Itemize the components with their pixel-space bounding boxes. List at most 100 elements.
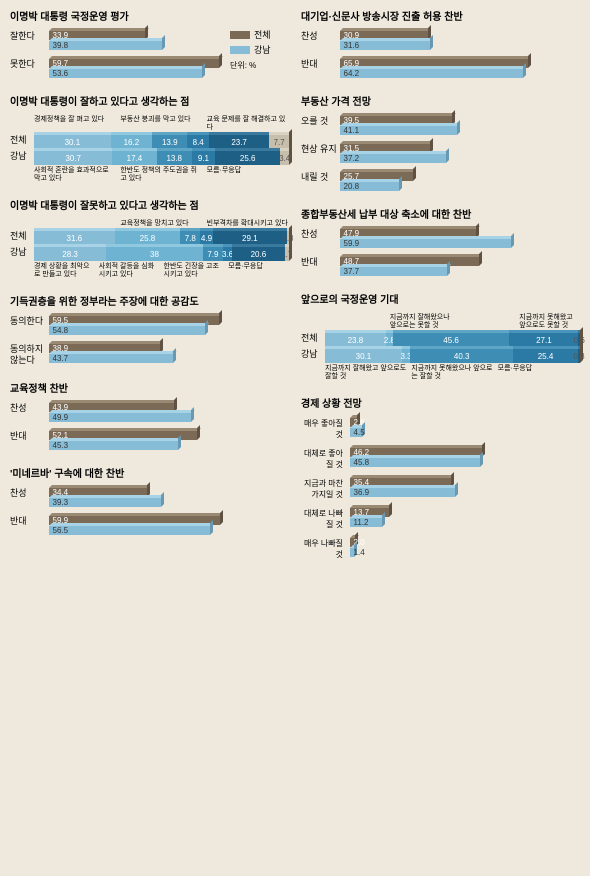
row-label: 강남 [10, 151, 34, 165]
segment: 27.1 [509, 333, 578, 347]
top-callouts: 교육정책을 망치고 있다빈부격차를 확대시키고 있다 [34, 220, 289, 228]
pair-section: 대기업·신문사 방송시장 진출 허용 찬반 찬성 30.9 31.6 반대 65… [301, 8, 580, 79]
stacked-row: 전체 30.1 16.2 13.9 8.4 23.7 7.7 [10, 135, 289, 149]
segment: 2.8 [386, 333, 393, 347]
segment: 7.9 [203, 247, 223, 261]
pair-section: 종합부동산세 납부 대상 축소에 대한 찬반 찬성 47.9 59.9 반대 4… [301, 206, 580, 277]
segment: 13.8 [157, 151, 192, 165]
segment: 40.3 [410, 349, 513, 363]
bar: 1.4 [350, 548, 354, 557]
bar-pair: 매우 좋아질 것 2.6 4.5 [301, 418, 580, 440]
pair-label: 반대 [301, 59, 337, 70]
section-title: 이명박 대통령 국정운영 평가 [10, 8, 289, 23]
pair-label: 반대 [10, 431, 46, 442]
segment: 30.1 [34, 135, 111, 149]
bar: 11.2 [350, 518, 382, 527]
segment: 25.8 [115, 231, 181, 245]
row-label: 전체 [10, 231, 34, 245]
bar: 37.7 [340, 267, 448, 276]
bar: 59.9 [340, 239, 511, 248]
bottom-callouts: 경제 상황을 최악으로 만들고 있다사회적 갈등을 심화시키고 있다한반도 긴장… [34, 263, 289, 278]
bar-pair: 반대 65.9 64.2 [301, 59, 580, 79]
section-title: 앞으로의 국정운영 기대 [301, 291, 580, 306]
segment: 29.1 [213, 231, 287, 245]
pair-label: 대체로 나빠질 것 [301, 508, 347, 530]
left-column: 이명박 대통령 국정운영 평가 잘한다 33.9 39.8 못한다 59.7 5… [10, 8, 289, 574]
stacked-row: 강남 30.1 3.3 40.3 25.4 0.8 [301, 349, 580, 363]
pair-label: 현상 유지 [301, 144, 337, 155]
row-label: 전체 [301, 333, 325, 347]
pair-label: 반대 [10, 516, 46, 527]
stacked-section: 이명박 대통령이 잘못하고 있다고 생각하는 점교육정책을 망치고 있다빈부격차… [10, 197, 289, 279]
bar-pair: 동의하지 않는다 38.9 43.7 [10, 344, 289, 366]
bar: 20.8 [340, 182, 399, 191]
bar: 56.5 [49, 526, 210, 535]
bar: 39.3 [49, 498, 161, 507]
bar-pair: 현상 유지 31.5 37.2 [301, 144, 580, 164]
bar-pair: 오를 것 39.5 41.1 [301, 116, 580, 136]
segment: 28.3 [34, 247, 106, 261]
segment: 30.1 [325, 349, 402, 363]
pair-label: 동의한다 [10, 316, 46, 327]
bar: 39.8 [49, 41, 163, 50]
bar-pair: 매우 나빠질 것 2.0 1.4 [301, 538, 580, 560]
segment: 3.6 [223, 247, 232, 261]
bar: 31.6 [340, 41, 430, 50]
pair-label: 찬성 [10, 488, 46, 499]
segment: 23.7 [209, 135, 269, 149]
row-label: 강남 [301, 349, 325, 363]
bar: 53.6 [49, 69, 202, 78]
bar: 45.8 [350, 458, 481, 467]
segment: 4.9 [200, 231, 212, 245]
section-title: 기득권층을 위한 정부라는 주장에 대한 공감도 [10, 293, 289, 308]
section-title: 종합부동산세 납부 대상 축소에 대한 찬반 [301, 206, 580, 221]
bar-pair: 지금과 마찬가지일 것 35.4 36.9 [301, 478, 580, 500]
stacked-row: 전체 23.8 2.8 45.6 27.1 0.6 [301, 333, 580, 347]
pair-section: 기득권층을 위한 정부라는 주장에 대한 공감도 동의한다 59.5 54.8 … [10, 293, 289, 366]
bar: 43.7 [49, 354, 174, 363]
bar: 64.2 [340, 69, 523, 78]
bar: 37.2 [340, 154, 446, 163]
bar-pair: 반대 48.7 37.7 [301, 257, 580, 277]
bar-pair: 동의한다 59.5 54.8 [10, 316, 289, 336]
section-title: 이명박 대통령이 잘하고 있다고 생각하는 점 [10, 93, 289, 108]
bar-pair: 찬성 47.9 59.9 [301, 229, 580, 249]
segment: 25.6 [215, 151, 280, 165]
pair-label: 내릴 것 [301, 172, 337, 183]
stacked-section: 이명박 대통령이 잘하고 있다고 생각하는 점경제정책을 잘 펴고 있다부동산 … [10, 93, 289, 183]
bar-pair: 찬성 34.4 39.3 [10, 488, 289, 508]
bottom-callouts: 사회적 혼란을 효과적으로 막고 있다한반도 정책의 주도권을 쥐고 있다모름·… [34, 167, 289, 182]
bar: 45.3 [49, 441, 178, 450]
pair-label: 찬성 [301, 229, 337, 240]
section-title: 교육정책 찬반 [10, 380, 289, 395]
segment: 25.4 [513, 349, 578, 363]
section-title: '미네르바' 구속에 대한 찬반 [10, 465, 289, 480]
pair-label: 동의하지 않는다 [10, 344, 46, 366]
stacked-row: 전체 31.6 25.8 7.8 4.9 29.1 0.8 [10, 231, 289, 245]
bar-pair: 찬성 30.9 31.6 [301, 31, 580, 51]
bar: 54.8 [49, 326, 206, 335]
pair-section: 교육정책 찬반 찬성 43.9 49.9 반대 52.1 45.3 [10, 380, 289, 451]
pair-label: 매우 나빠질 것 [301, 538, 347, 560]
segment: 8.4 [187, 135, 208, 149]
bar: 49.9 [49, 413, 192, 422]
bottom-callouts: 지금까지 잘해왔고 앞으로도 잘할 것지금까지 못해왔으나 앞으로는 잘할 것모… [325, 365, 580, 380]
segment: 38 [106, 247, 203, 261]
pair-label: 매우 좋아질 것 [301, 418, 347, 440]
bar-pair: 찬성 43.9 49.9 [10, 403, 289, 423]
row-label: 강남 [10, 247, 34, 261]
bar: 4.5 [350, 428, 363, 437]
segment: 30.7 [34, 151, 112, 165]
segment: 13.9 [152, 135, 187, 149]
stacked-row: 강남 28.3 38 7.9 3.6 20.6 1.7 [10, 247, 289, 261]
bar-pair: 반대 59.9 56.5 [10, 516, 289, 536]
pair-label: 찬성 [301, 31, 337, 42]
pair-label: 오를 것 [301, 116, 337, 127]
top-callouts: 경제정책을 잘 펴고 있다부동산 붕괴를 막고 있다교육 문제를 잘 해결하고 … [34, 116, 289, 131]
bar-pair: 대체로 나빠질 것 13.7 11.2 [301, 508, 580, 530]
pair-label: 지금과 마찬가지일 것 [301, 478, 347, 500]
section-title: 부동산 가격 전망 [301, 93, 580, 108]
segment: 7.7 [269, 135, 289, 149]
segment: 20.6 [232, 247, 284, 261]
bar: 36.9 [350, 488, 455, 497]
